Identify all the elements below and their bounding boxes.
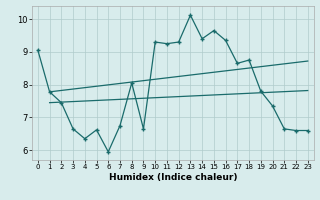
X-axis label: Humidex (Indice chaleur): Humidex (Indice chaleur) bbox=[108, 173, 237, 182]
